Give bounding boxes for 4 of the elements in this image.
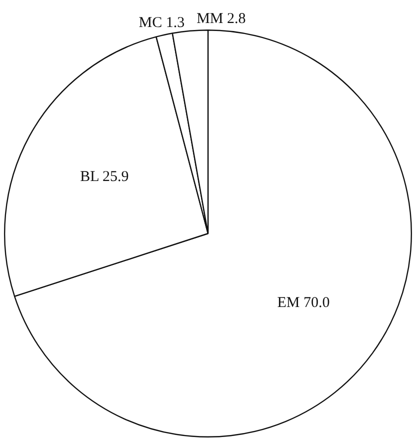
slice-label: MM 2.8 — [196, 10, 246, 27]
slice-label: BL 25.9 — [80, 168, 129, 185]
slice-label: EM 70.0 — [277, 294, 330, 311]
slice-label: MC 1.3 — [138, 15, 185, 32]
